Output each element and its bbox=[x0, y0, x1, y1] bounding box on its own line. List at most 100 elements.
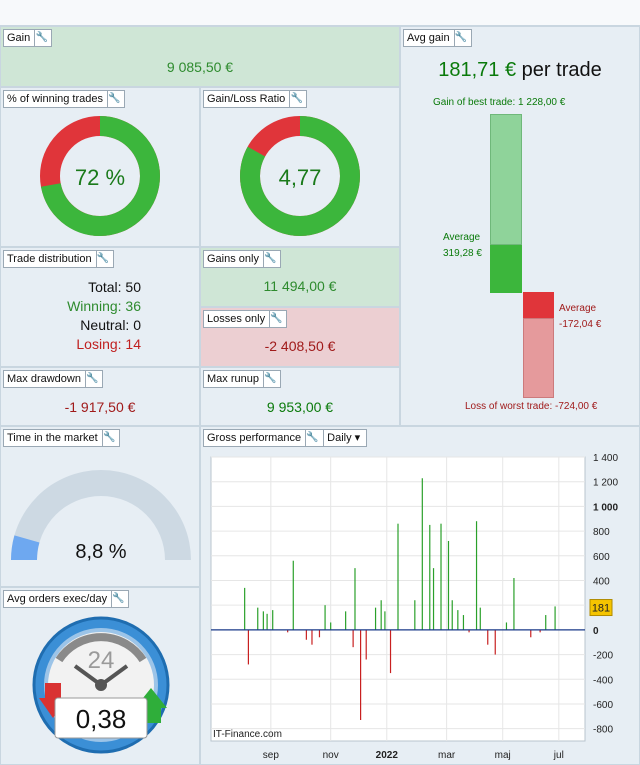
avg-loss-bar bbox=[523, 292, 554, 318]
gross-performance-title[interactable]: Gross performance 🔧 Daily ▾ bbox=[203, 429, 368, 447]
gauge-fill bbox=[11, 535, 40, 560]
wrench-icon[interactable]: 🔧 bbox=[111, 591, 125, 607]
y-tick-label: -200 bbox=[593, 651, 613, 662]
avg-gain-value: 181,71 € bbox=[438, 59, 517, 81]
gains-only-title[interactable]: Gains only 🔧 bbox=[203, 250, 281, 268]
dial-number: 24 bbox=[88, 647, 115, 674]
x-tick-label: jul bbox=[553, 750, 564, 761]
y-tick-label: 800 bbox=[593, 527, 610, 538]
current-value-text: 181 bbox=[592, 603, 610, 615]
top-bar bbox=[0, 0, 640, 26]
max-drawdown-panel: Max drawdown 🔧 -1 917,50 € bbox=[0, 367, 200, 426]
time-market-value: 8,8 % bbox=[75, 541, 126, 563]
y-tick-label: -600 bbox=[593, 700, 613, 711]
avg-orders-title[interactable]: Avg orders exec/day 🔧 bbox=[3, 590, 130, 608]
gains-only-value: 11 494,00 € bbox=[263, 278, 337, 294]
winning-donut: 72 % bbox=[40, 116, 160, 236]
gain-title[interactable]: Gain 🔧 bbox=[3, 29, 53, 47]
winning-trades-title-label: % of winning trades bbox=[7, 93, 103, 105]
wrench-icon[interactable]: 🔧 bbox=[107, 91, 121, 107]
period-dropdown[interactable]: Daily ▾ bbox=[323, 430, 363, 446]
y-tick-label: 400 bbox=[593, 576, 610, 587]
dial-arc bbox=[55, 633, 147, 663]
gains-only-panel: Gains only 🔧 11 494,00 € bbox=[200, 247, 400, 307]
avg-loss-value: -172,04 € bbox=[559, 319, 602, 330]
wrench-icon[interactable]: 🔧 bbox=[262, 251, 277, 267]
gross-performance-panel: Gross performance 🔧 Daily ▾ 1 400 1 200 1 00… bbox=[200, 426, 640, 765]
worst-trade-bar bbox=[523, 318, 554, 398]
avg-gain-headline: 181,71 € per trade bbox=[401, 59, 639, 82]
x-tick-label: maj bbox=[495, 750, 511, 761]
orders-value-box bbox=[54, 697, 148, 739]
y-tick-label: 1 200 bbox=[593, 478, 618, 489]
winning-trades-panel: % of winning trades 🔧 72 % bbox=[0, 87, 200, 247]
winning-pct-text: 72 % bbox=[75, 165, 125, 190]
dist-losing: Losing: 14 bbox=[76, 336, 141, 352]
wrench-icon[interactable]: 🔧 bbox=[269, 311, 283, 327]
max-runup-title[interactable]: Max runup 🔧 bbox=[203, 370, 281, 388]
max-runup-value: 9 953,00 € bbox=[266, 399, 334, 415]
runup-title-label: Max runup bbox=[207, 373, 259, 385]
avg-loss-label: Average bbox=[559, 303, 597, 314]
distribution-title-label: Trade distribution bbox=[7, 253, 92, 265]
y-tick-label: -800 bbox=[593, 725, 613, 736]
gain-value: 9 085,50 € bbox=[166, 59, 234, 75]
trade-distribution-panel: Trade distribution 🔧 Total: 50 Winning: 3… bbox=[0, 247, 200, 367]
losses-only-title[interactable]: Losses only 🔧 bbox=[203, 310, 288, 328]
chart-xticks: sep nov 2022 mar maj jul bbox=[263, 750, 564, 761]
y-tick-label: 1 400 bbox=[593, 453, 618, 464]
avg-win-value: 319,28 € bbox=[443, 248, 482, 259]
best-trade-bar bbox=[490, 114, 522, 245]
dial-center bbox=[95, 679, 107, 691]
avg-gain-panel: Avg gain 🔧 181,71 € per trade Gain of bes… bbox=[400, 26, 640, 426]
max-drawdown-value: -1 917,50 € bbox=[64, 399, 136, 415]
gain-panel: Gain 🔧 9 085,50 € bbox=[0, 26, 400, 87]
wrench-icon[interactable]: 🔧 bbox=[289, 91, 303, 107]
dist-total: Total: 50 bbox=[88, 279, 141, 295]
y-tick-label: 1 000 bbox=[593, 502, 618, 513]
wrench-icon[interactable]: 🔧 bbox=[34, 30, 48, 46]
time-in-market-title[interactable]: Time in the market 🔧 bbox=[3, 429, 120, 447]
avg-gain-suffix: per trade bbox=[521, 59, 602, 81]
period-label: Daily bbox=[327, 432, 352, 444]
y-tick-label: 0 bbox=[593, 626, 599, 637]
max-runup-panel: Max runup 🔧 9 953,00 € bbox=[200, 367, 400, 426]
ratio-donut: 4,77 bbox=[240, 116, 360, 236]
wrench-icon[interactable]: 🔧 bbox=[453, 30, 468, 46]
time-market-title-label: Time in the market bbox=[7, 432, 98, 444]
wrench-icon[interactable]: 🔧 bbox=[95, 251, 110, 267]
avg-orders-value: 0,38 bbox=[76, 704, 127, 734]
gross-title-label: Gross performance bbox=[207, 432, 302, 444]
y-tick-label: -400 bbox=[593, 675, 613, 686]
avg-gain-title[interactable]: Avg gain 🔧 bbox=[403, 29, 472, 47]
max-drawdown-title[interactable]: Max drawdown 🔧 bbox=[3, 370, 103, 388]
x-tick-label: 2022 bbox=[376, 750, 399, 761]
donut-winning-arc bbox=[40, 116, 160, 236]
wrench-icon[interactable]: 🔧 bbox=[84, 371, 99, 387]
worst-trade-label: Loss of worst trade: -724,00 € bbox=[465, 401, 598, 412]
dist-winning: Winning: 36 bbox=[67, 298, 141, 314]
gauge-track bbox=[11, 470, 191, 560]
avg-orders-title-label: Avg orders exec/day bbox=[7, 593, 108, 605]
x-tick-label: nov bbox=[323, 750, 339, 761]
x-tick-label: mar bbox=[438, 750, 456, 761]
down-arrow-icon bbox=[39, 683, 67, 718]
ratio-value-text: 4,77 bbox=[279, 165, 322, 190]
dist-neutral: Neutral: 0 bbox=[80, 317, 141, 333]
y-tick-label: 600 bbox=[593, 552, 610, 563]
losses-only-value: -2 408,50 € bbox=[264, 338, 336, 354]
wrench-icon[interactable]: 🔧 bbox=[305, 430, 319, 446]
donut-winning-arc bbox=[240, 116, 360, 236]
wrench-icon[interactable]: 🔧 bbox=[262, 371, 277, 387]
ratio-title-label: Gain/Loss Ratio bbox=[207, 93, 286, 105]
clock-dial: 24 0,38 bbox=[32, 616, 170, 754]
trade-distribution-title[interactable]: Trade distribution 🔧 bbox=[3, 250, 114, 268]
gain-loss-ratio-panel: Gain/Loss Ratio 🔧 4,77 bbox=[200, 87, 400, 247]
wrench-icon[interactable]: 🔧 bbox=[101, 430, 116, 446]
time-market-gauge: 8,8 % bbox=[11, 470, 191, 563]
winning-trades-title[interactable]: % of winning trades 🔧 bbox=[3, 90, 125, 108]
gain-loss-ratio-title[interactable]: Gain/Loss Ratio 🔧 bbox=[203, 90, 308, 108]
gains-only-title-label: Gains only bbox=[207, 253, 259, 265]
